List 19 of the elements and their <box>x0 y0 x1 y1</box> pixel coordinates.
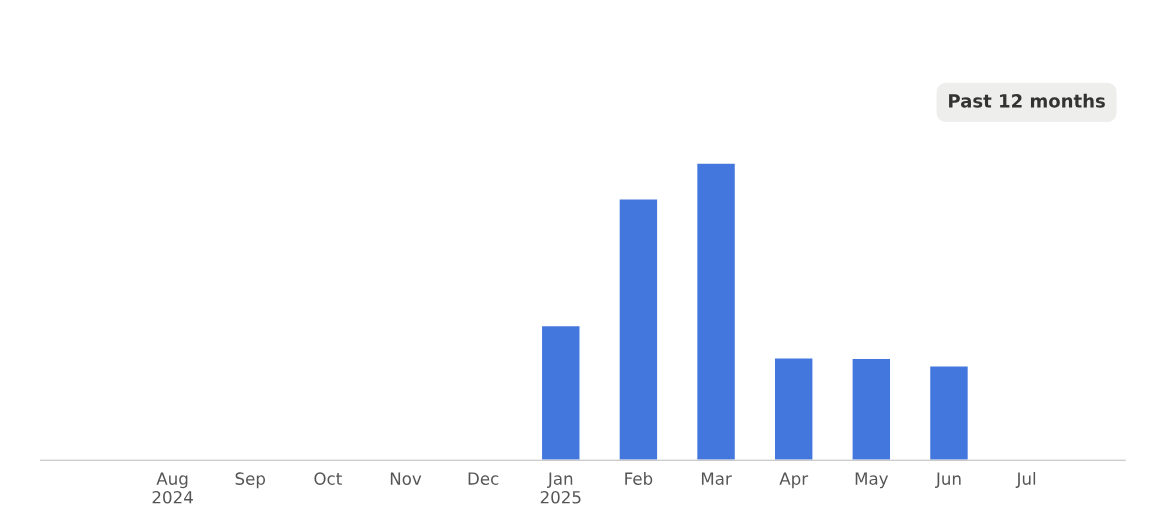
x-tick-label: Jul <box>1015 472 1036 489</box>
x-tick-label: Sep <box>235 472 266 489</box>
x-tick-label: Oct <box>314 472 342 485</box>
x-tick-label: Dec <box>468 472 499 485</box>
bar <box>618 198 659 461</box>
x-tick-label: Mar <box>701 472 732 485</box>
x-tick-label: May <box>855 472 889 489</box>
x-tick-label: Aug 2024 <box>152 472 193 504</box>
x-tick-label: Nov <box>390 472 422 485</box>
x-tick-label: Jan 2025 <box>540 472 581 504</box>
x-tick-label: Feb <box>625 472 653 485</box>
bar <box>928 365 970 461</box>
bar <box>851 357 892 461</box>
text: Past 12 months <box>949 93 1105 108</box>
bar <box>773 356 814 461</box>
bar <box>695 162 737 461</box>
bar <box>540 324 581 461</box>
x-tick-label: Apr <box>779 472 809 489</box>
x-tick-label: Jun <box>935 472 961 489</box>
